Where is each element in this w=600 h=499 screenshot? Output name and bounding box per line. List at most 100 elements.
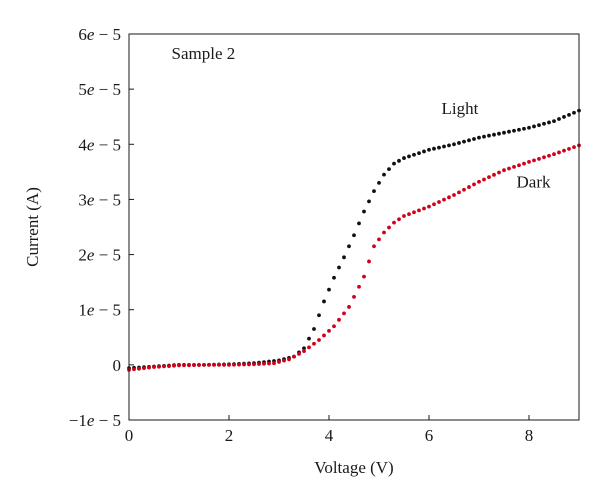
data-point (202, 362, 206, 367)
data-point (407, 154, 411, 159)
data-point (397, 217, 401, 222)
data-point (427, 204, 431, 209)
data-point (517, 163, 521, 168)
data-point (227, 362, 231, 367)
data-point (277, 360, 281, 364)
data-point (547, 153, 551, 158)
data-point (327, 287, 331, 292)
data-point (537, 123, 541, 127)
data-point (432, 202, 436, 207)
chart-annotations: Sample 2 Light Dark (172, 44, 551, 191)
data-point (157, 364, 161, 369)
data-point (302, 346, 306, 351)
plot-area-frame (128, 33, 580, 421)
data-point (182, 363, 186, 368)
data-point (452, 193, 456, 197)
data-point (487, 133, 491, 138)
data-point (247, 362, 251, 367)
x-tick-label: 0 (125, 426, 134, 445)
data-point (447, 195, 451, 200)
data-point (257, 362, 261, 366)
data-point (197, 363, 201, 367)
data-point (407, 212, 411, 217)
data-point (567, 112, 571, 117)
data-point (132, 367, 136, 372)
data-point (337, 265, 341, 270)
data-point (402, 156, 406, 160)
data-point (422, 206, 426, 211)
annotation-light: Light (442, 99, 479, 118)
data-point (527, 125, 531, 130)
data-point (167, 364, 171, 368)
data-point (392, 220, 396, 225)
data-point (382, 230, 386, 235)
x-tick-label: 8 (525, 426, 534, 445)
data-point (282, 358, 286, 363)
x-tick-label: 2 (225, 426, 234, 445)
data-point (232, 362, 236, 367)
data-point (432, 146, 436, 151)
data-point (392, 161, 396, 166)
data-point (437, 200, 441, 204)
data-point (537, 156, 541, 161)
y-tick-label: 6e − 5 (78, 25, 121, 44)
data-point (287, 357, 291, 362)
data-point (322, 299, 326, 304)
data-point (307, 336, 311, 341)
data-point (417, 151, 421, 156)
x-axis-label: Voltage (V) (314, 458, 393, 477)
data-point (147, 365, 151, 370)
y-tick-label: 3e − 5 (78, 190, 121, 209)
data-point (467, 185, 471, 189)
data-point (322, 333, 326, 338)
data-point (532, 124, 536, 129)
data-point (502, 130, 506, 135)
data-point (242, 362, 246, 367)
data-point (342, 255, 346, 260)
data-point (447, 143, 451, 148)
data-point (362, 274, 366, 279)
data-point (497, 131, 501, 136)
data-point (347, 244, 351, 249)
data-point (297, 351, 301, 356)
data-point (467, 138, 471, 143)
data-point (482, 134, 486, 139)
y-axis-ticks: −1e − 5 0 1e − 5 2e − 5 3e − 5 4e − 5 5e − 5 6e… (69, 25, 134, 430)
data-point (552, 119, 556, 124)
data-point (362, 209, 366, 214)
data-point (372, 244, 376, 249)
data-point (562, 115, 566, 119)
data-point (307, 345, 311, 350)
data-point (462, 187, 466, 192)
y-tick-label: 4e − 5 (78, 135, 121, 154)
data-point (487, 175, 491, 180)
data-point (352, 294, 356, 299)
data-point (237, 362, 241, 367)
data-point (272, 361, 276, 366)
data-point (452, 142, 456, 147)
data-point (457, 141, 461, 145)
data-point (422, 149, 426, 154)
data-point (382, 172, 386, 177)
y-tick-label: −1e − 5 (69, 411, 121, 430)
data-point (252, 362, 256, 367)
data-point (532, 158, 536, 163)
data-point (222, 362, 226, 367)
data-point (502, 168, 506, 173)
data-point (192, 363, 196, 367)
data-point (327, 328, 331, 333)
data-point (212, 362, 216, 367)
data-point (317, 338, 321, 342)
data-point (177, 363, 181, 368)
data-point (262, 361, 266, 366)
data-point (542, 121, 546, 126)
data-point (332, 275, 336, 280)
data-point (442, 144, 446, 149)
y-tick-label: 2e − 5 (78, 246, 121, 265)
data-point (367, 199, 371, 204)
data-point (342, 311, 346, 316)
data-point (412, 152, 416, 157)
data-point (417, 208, 421, 213)
data-point (562, 148, 566, 153)
data-point (402, 214, 406, 218)
